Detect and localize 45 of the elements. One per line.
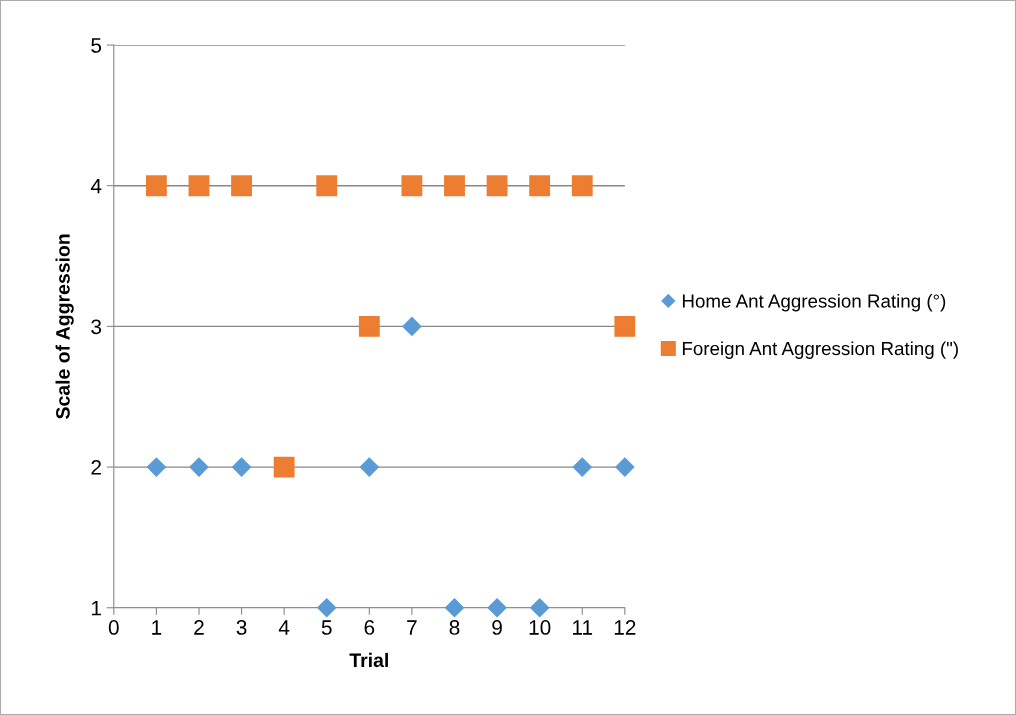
point <box>614 315 636 337</box>
point <box>572 457 592 477</box>
y-tick-label: 5 <box>91 38 102 53</box>
legend-label: Foreign Ant Aggression Rating (") <box>682 341 958 359</box>
x-tick-label: 9 <box>492 620 502 635</box>
point <box>317 598 337 618</box>
x-tick-label: 8 <box>449 620 460 635</box>
x-tick-label: 2 <box>194 620 204 635</box>
y-tick-label: 4 <box>90 178 102 194</box>
point <box>444 175 465 197</box>
point <box>316 175 338 197</box>
point <box>487 598 507 618</box>
point <box>145 175 167 197</box>
point <box>529 175 551 197</box>
x-tick-label: 5 <box>321 620 332 635</box>
x-tick-label: 4 <box>278 620 290 635</box>
x-tick-label: 1 <box>152 620 162 635</box>
point <box>189 457 209 477</box>
point <box>358 315 380 337</box>
x-tick-label: 11 <box>573 620 593 635</box>
point <box>273 456 295 478</box>
point <box>231 175 252 197</box>
point <box>146 457 166 477</box>
y-tick-label: 2 <box>91 460 101 475</box>
y-tick-label: 3 <box>91 319 102 335</box>
x-tick-label: 3 <box>236 620 247 635</box>
point <box>571 175 593 197</box>
x-tick-label: 12 <box>614 620 636 635</box>
legend-label: Home Ant Aggression Rating (°) <box>682 293 946 312</box>
y-axis-title: Scale of Aggression <box>55 234 74 419</box>
point <box>188 175 210 197</box>
x-tick-label: 0 <box>108 620 119 635</box>
point <box>401 175 423 197</box>
point <box>530 598 550 618</box>
y-tick-label: 1 <box>91 600 101 616</box>
point <box>402 316 422 336</box>
x-tick-label: 7 <box>407 620 417 635</box>
point <box>486 175 508 197</box>
point <box>359 457 379 477</box>
x-axis-title: Trial <box>349 652 388 668</box>
point <box>232 457 252 477</box>
x-tick-label: 6 <box>364 620 375 635</box>
point <box>615 457 635 477</box>
point <box>444 598 465 618</box>
x-tick-label: 10 <box>529 620 551 635</box>
